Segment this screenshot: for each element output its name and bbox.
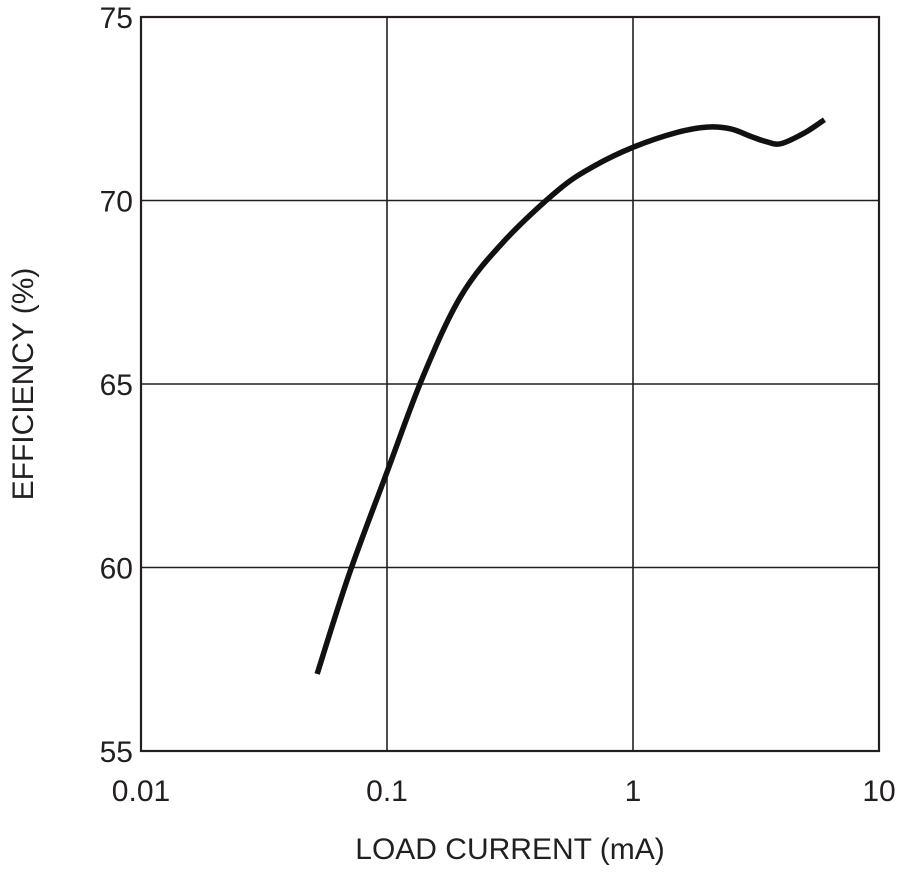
y-axis-ticks: 55 60 65 70 75 [100, 2, 133, 769]
y-tick-label: 75 [100, 2, 133, 35]
x-tick-label: 1 [625, 775, 642, 808]
x-axis-label: LOAD CURRENT (mA) [355, 833, 664, 866]
plot-area-frame [139, 15, 881, 753]
y-tick-label: 70 [100, 186, 133, 219]
y-tick-label: 65 [100, 369, 133, 402]
x-tick-label: 0.1 [366, 775, 408, 808]
x-tick-label: 10 [862, 775, 895, 808]
series-layer [314, 117, 826, 675]
grid-lines [141, 17, 879, 751]
y-axis-label: EFFICIENCY (%) [7, 268, 40, 501]
x-axis-ticks: 0.01 0.1 1 10 [112, 775, 896, 808]
y-tick-label: 60 [100, 553, 133, 586]
efficiency-curve [314, 117, 826, 675]
y-tick-label: 55 [100, 736, 133, 769]
x-tick-label: 0.01 [112, 775, 170, 808]
